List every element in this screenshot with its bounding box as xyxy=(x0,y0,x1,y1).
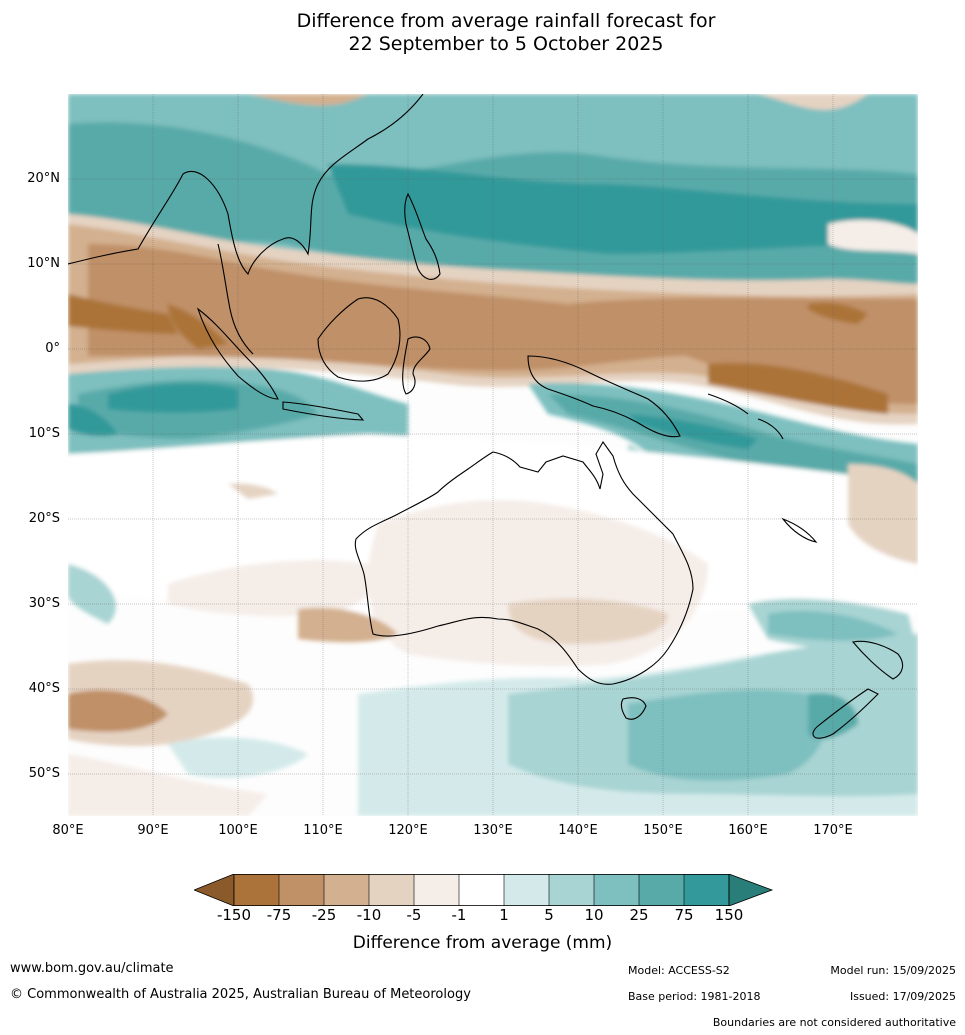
colorbar-bin xyxy=(549,874,594,906)
new-guinea-coastline xyxy=(527,355,681,438)
colorbar-bin xyxy=(504,874,549,906)
lon-label-150e: 150°E xyxy=(643,823,683,838)
colorbar-tick: -5 xyxy=(406,906,422,924)
lat-label-0: 0° xyxy=(45,341,60,356)
colorbar-bin xyxy=(324,874,369,906)
anomaly-field xyxy=(68,94,918,816)
philippines-coastline xyxy=(404,192,441,280)
colorbar-bin xyxy=(684,874,729,906)
colorbar-ticks: -150 -75 -25 -10 -5 -1 1 5 10 25 75 150 xyxy=(0,906,965,928)
lon-label-100e: 100°E xyxy=(218,823,258,838)
lat-label-20n: 20°N xyxy=(27,171,60,186)
colorbar-tick: 150 xyxy=(714,906,744,924)
australia-coastline xyxy=(354,440,694,685)
model-run-date: Model run: 15/09/2025 xyxy=(830,964,956,977)
copyright-text: © Commonwealth of Australia 2025, Austra… xyxy=(10,987,471,1002)
lat-label-10s: 10°S xyxy=(28,426,60,441)
rainfall-anomaly-map xyxy=(68,94,918,816)
lon-label-90e: 90°E xyxy=(137,823,169,838)
colorbar-bin xyxy=(594,874,639,906)
issued-date: Issued: 17/09/2025 xyxy=(849,990,956,1003)
new-zealand-coastline xyxy=(812,640,904,739)
title-line-2: 22 September to 5 October 2025 xyxy=(348,33,664,55)
boundaries-disclaimer: Boundaries are not considered authoritat… xyxy=(712,1016,956,1029)
colorbar-tick: 1 xyxy=(499,906,509,924)
new-caledonia-coastline xyxy=(781,517,818,543)
lon-label-130e: 130°E xyxy=(473,823,513,838)
colorbar-tick: 10 xyxy=(584,906,604,924)
colorbar-extend-low xyxy=(194,874,235,906)
colorbar-tick: -25 xyxy=(311,906,337,924)
lon-label-80e: 80°E xyxy=(52,823,84,838)
sulawesi-coastline xyxy=(402,336,431,395)
colorbar-tick: 75 xyxy=(674,906,694,924)
coastlines xyxy=(68,94,904,739)
colorbar-bin xyxy=(639,874,684,906)
colorbar-label: Difference from average (mm) xyxy=(352,933,613,953)
colorbar-bin xyxy=(414,874,459,906)
lat-label-50s: 50°S xyxy=(28,766,60,781)
bom-climate-link[interactable]: www.bom.gov.au/climate xyxy=(10,961,174,976)
colorbar xyxy=(194,874,774,906)
colorbar-extend-high xyxy=(728,874,774,906)
colorbar-tick: 5 xyxy=(544,906,554,924)
colorbar-tick: -10 xyxy=(356,906,382,924)
java-coastline xyxy=(282,401,365,421)
colorbar-bin xyxy=(279,874,324,906)
lat-label-40s: 40°S xyxy=(28,681,60,696)
title-line-1: Difference from average rainfall forecas… xyxy=(296,10,716,32)
lon-label-110e: 110°E xyxy=(303,823,343,838)
colorbar-tick: -1 xyxy=(451,906,467,924)
colorbar-tick: 25 xyxy=(629,906,649,924)
model-name: Model: ACCESS-S2 xyxy=(628,964,730,977)
base-period: Base period: 1981-2018 xyxy=(628,990,761,1003)
solomon-islands-coastline xyxy=(707,393,784,440)
lon-label-160e: 160°E xyxy=(728,823,768,838)
map-title: Difference from average rainfall forecas… xyxy=(0,10,965,56)
lat-label-20s: 20°S xyxy=(28,511,60,526)
tasmania-coastline xyxy=(620,697,647,720)
map-canvas xyxy=(68,94,918,816)
malay-peninsula-coastline xyxy=(217,243,254,355)
lon-label-170e: 170°E xyxy=(813,823,853,838)
borneo-coastline xyxy=(317,297,401,382)
colorbar-tick: -75 xyxy=(266,906,292,924)
lon-label-120e: 120°E xyxy=(388,823,428,838)
colorbar-bin xyxy=(234,874,279,906)
lat-label-30s: 30°S xyxy=(28,596,60,611)
colorbar-bin xyxy=(459,874,504,906)
lat-label-10n: 10°N xyxy=(27,256,60,271)
asia-coastline xyxy=(68,94,424,276)
lon-label-140e: 140°E xyxy=(558,823,598,838)
colorbar-bin xyxy=(369,874,414,906)
sumatra-coastline xyxy=(196,307,279,400)
graticule xyxy=(68,94,918,816)
colorbar-tick: -150 xyxy=(216,906,252,924)
